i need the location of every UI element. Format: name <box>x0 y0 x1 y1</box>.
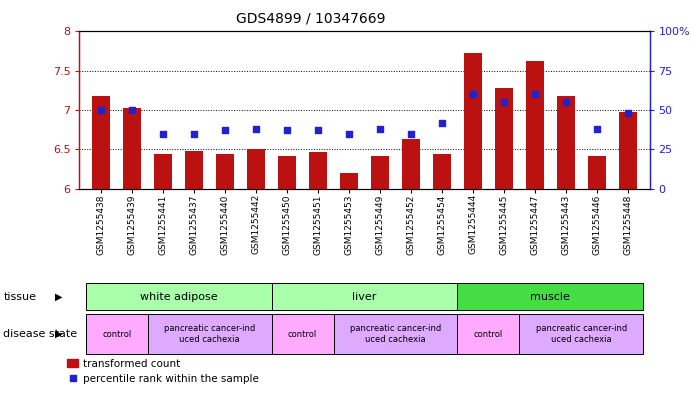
Text: control: control <box>102 330 131 338</box>
Bar <box>272 314 334 354</box>
Point <box>375 126 386 132</box>
Bar <box>464 53 482 189</box>
Bar <box>340 173 359 189</box>
Point <box>95 107 106 113</box>
Text: disease state: disease state <box>3 329 77 339</box>
Bar <box>618 112 637 189</box>
Point <box>158 130 169 137</box>
Bar <box>401 139 420 189</box>
Bar <box>334 314 457 354</box>
Bar <box>92 96 111 189</box>
Bar <box>278 156 296 189</box>
Bar <box>309 152 328 189</box>
Bar <box>272 283 457 310</box>
Point <box>406 130 417 137</box>
Text: control: control <box>288 330 317 338</box>
Bar <box>86 314 148 354</box>
Text: ▶: ▶ <box>55 329 62 339</box>
Bar <box>86 283 272 310</box>
Bar <box>184 151 203 189</box>
Bar <box>123 108 142 189</box>
Point <box>437 119 448 126</box>
Point <box>560 99 571 105</box>
Text: pancreatic cancer-ind
uced cachexia: pancreatic cancer-ind uced cachexia <box>536 324 627 344</box>
Text: GDS4899 / 10347669: GDS4899 / 10347669 <box>236 12 386 26</box>
Point <box>467 91 478 97</box>
Text: control: control <box>474 330 503 338</box>
Bar <box>370 156 389 189</box>
Bar <box>148 314 272 354</box>
Text: tissue: tissue <box>3 292 37 302</box>
Point <box>343 130 354 137</box>
Point <box>498 99 509 105</box>
Point <box>251 126 262 132</box>
Bar <box>495 88 513 189</box>
Bar <box>587 156 606 189</box>
Bar <box>154 154 173 189</box>
Bar <box>457 283 643 310</box>
Bar <box>457 314 520 354</box>
Text: white adipose: white adipose <box>140 292 218 302</box>
Text: muscle: muscle <box>531 292 570 302</box>
Text: liver: liver <box>352 292 377 302</box>
Point <box>623 110 634 116</box>
Bar <box>216 154 234 189</box>
Legend: transformed count, percentile rank within the sample: transformed count, percentile rank withi… <box>68 359 259 384</box>
Point <box>126 107 138 113</box>
Point <box>281 127 292 134</box>
Bar <box>520 314 643 354</box>
Bar <box>433 154 451 189</box>
Point <box>312 127 323 134</box>
Point <box>529 91 540 97</box>
Bar <box>556 96 575 189</box>
Text: pancreatic cancer-ind
uced cachexia: pancreatic cancer-ind uced cachexia <box>164 324 255 344</box>
Text: ▶: ▶ <box>55 292 62 302</box>
Bar <box>526 61 545 189</box>
Point <box>220 127 231 134</box>
Text: pancreatic cancer-ind
uced cachexia: pancreatic cancer-ind uced cachexia <box>350 324 441 344</box>
Bar <box>247 149 265 189</box>
Point <box>189 130 200 137</box>
Point <box>591 126 603 132</box>
